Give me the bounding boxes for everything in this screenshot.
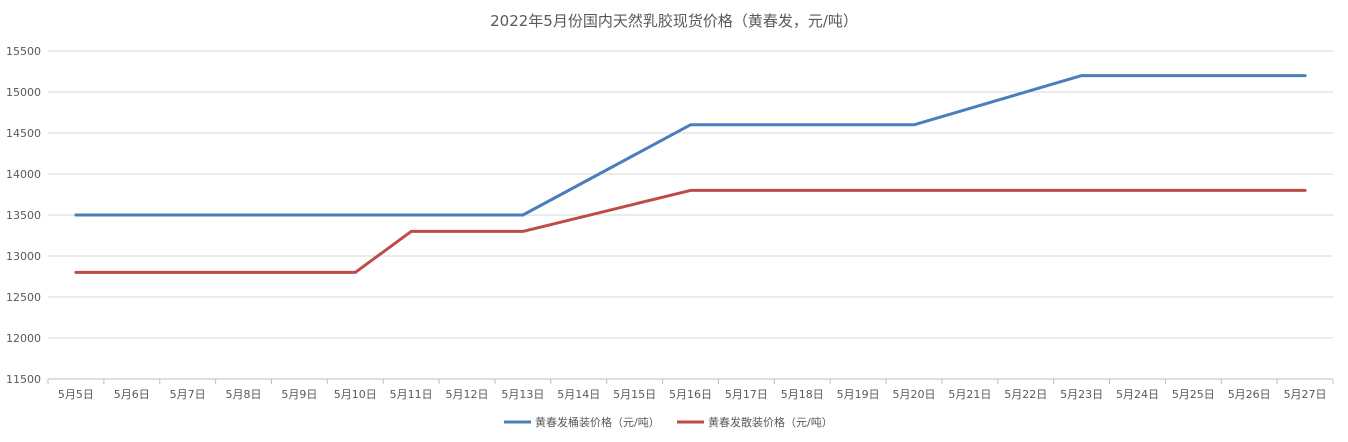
x-axis-ticks: 5月5日 5月6日 5月7日 5月8日 5月9日 5月10日 5月11日 5月12日 5月13日… — [47, 379, 1334, 401]
x-tick-label: 5月16日 — [669, 388, 712, 401]
x-tick-label: 5月12日 — [446, 388, 489, 401]
x-tick-label: 5月15日 — [613, 388, 656, 401]
legend: 黄春发桶装价格（元/吨） 黄春发散装价格（元/吨） — [504, 415, 833, 429]
x-tick-label: 5月23日 — [1060, 388, 1103, 401]
y-axis-ticks: 11500 12000 12500 13000 13500 14000 14500 15000… — [6, 45, 41, 386]
y-tick-label: 13000 — [6, 250, 41, 263]
x-tick-label: 5月21日 — [948, 388, 991, 401]
x-tick-label: 5月7日 — [170, 388, 206, 401]
x-tick-label: 5月18日 — [781, 388, 824, 401]
legend-label-0: 黄春发桶装价格（元/吨） — [535, 415, 660, 429]
x-tick-label: 5月14日 — [557, 388, 600, 401]
y-tick-label: 14500 — [6, 127, 41, 140]
series-lines — [74, 74, 1307, 274]
x-tick-label: 5月20日 — [892, 388, 935, 401]
x-tick-label: 5月17日 — [725, 388, 768, 401]
x-tick-label: 5月27日 — [1284, 388, 1327, 401]
x-tick-label: 5月19日 — [837, 388, 880, 401]
x-tick-label: 5月25日 — [1172, 388, 1215, 401]
series-line-0 — [74, 74, 1307, 217]
y-tick-label: 15500 — [6, 45, 41, 58]
x-tick-label: 5月5日 — [58, 388, 94, 401]
legend-label-1: 黄春发散装价格（元/吨） — [708, 415, 833, 429]
y-tick-label: 12500 — [6, 291, 41, 304]
x-tick-label: 5月11日 — [390, 388, 433, 401]
x-tick-label: 5月9日 — [281, 388, 317, 401]
series-line-1 — [74, 188, 1307, 274]
x-tick-label: 5月13日 — [501, 388, 544, 401]
y-tick-label: 14000 — [6, 168, 41, 181]
y-tick-label: 12000 — [6, 332, 41, 345]
chart-title: 2022年5月份国内天然乳胶现货价格（黄春发，元/吨） — [490, 12, 858, 30]
x-tick-label: 5月26日 — [1228, 388, 1271, 401]
y-tick-label: 13500 — [6, 209, 41, 222]
y-tick-label: 11500 — [6, 373, 41, 386]
x-tick-label: 5月22日 — [1004, 388, 1047, 401]
y-tick-label: 15000 — [6, 86, 41, 99]
x-tick-label: 5月8日 — [226, 388, 262, 401]
x-tick-label: 5月10日 — [334, 388, 377, 401]
x-tick-label: 5月6日 — [114, 388, 150, 401]
x-tick-label: 5月24日 — [1116, 388, 1159, 401]
